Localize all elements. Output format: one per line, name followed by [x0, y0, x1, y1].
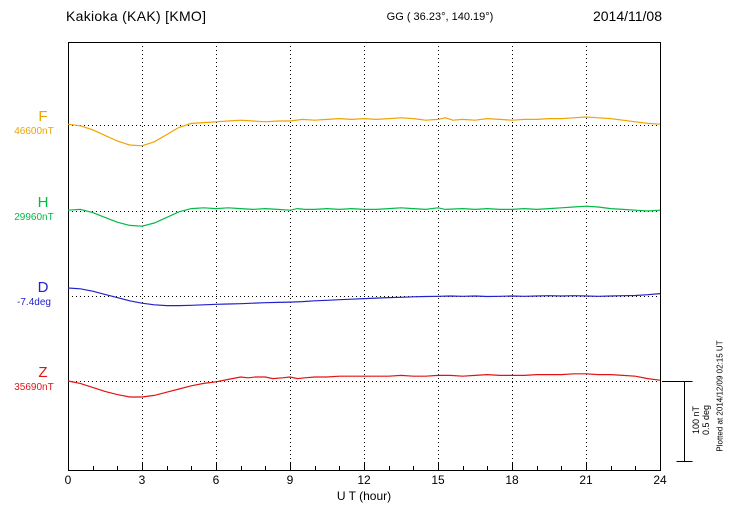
trace-d [67, 287, 661, 307]
scale-bar-deg-label: 0.5 deg [701, 404, 711, 436]
trace-baseline-d: -7.4deg [17, 297, 51, 308]
x-tick-label-3: 3 [138, 473, 146, 487]
geographic-coordinates: GG ( 36.23°, 140.19°) [386, 11, 494, 23]
x-tick-label-18: 18 [505, 473, 519, 487]
trace-z [67, 373, 661, 398]
scale-bar-nt-label: 100 nT [691, 405, 701, 435]
trace-h [67, 205, 661, 227]
x-tick-label-24: 24 [653, 473, 667, 487]
plotted-at-timestamp: Plotted at 2014/12/09 02:15 UT [715, 340, 725, 452]
x-tick-label-0: 0 [64, 473, 72, 487]
x-tick-label-6: 6 [212, 473, 220, 487]
trace-baseline-h: 29960nT [14, 212, 54, 223]
trace-baseline-z: 35690nT [14, 382, 54, 393]
trace-baseline-f: 46600nT [14, 126, 54, 137]
x-tick-label-21: 21 [579, 473, 593, 487]
trace-label-d: D [37, 279, 49, 296]
station-title: Kakioka (KAK) [KMO] [66, 8, 207, 24]
x-axis-title: U T (hour) [336, 489, 392, 503]
x-tick-label-12: 12 [357, 473, 371, 487]
trace-label-f: F [38, 108, 48, 125]
trace-label-h: H [37, 194, 49, 211]
plot-date: 2014/11/08 [592, 8, 662, 24]
trace-label-z: Z [38, 364, 48, 381]
trace-f [67, 116, 661, 147]
x-tick-label-9: 9 [286, 473, 294, 487]
x-tick-label-15: 15 [431, 473, 445, 487]
scale-bar-labels: 100 nT 0.5 deg [691, 405, 711, 435]
